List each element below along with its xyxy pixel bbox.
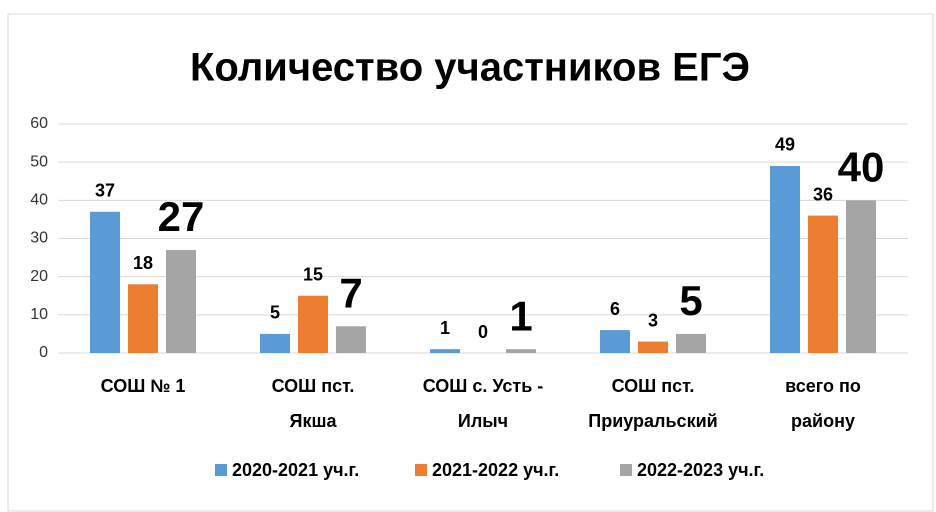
x-tick-label: СОШ пст. — [272, 376, 355, 396]
y-tick-label: 20 — [30, 268, 48, 285]
y-tick-label: 40 — [30, 192, 48, 209]
y-tick-label: 0 — [39, 344, 48, 361]
y-tick-label: 60 — [30, 115, 48, 132]
data-label: 5 — [270, 303, 280, 323]
x-tick-label: Приуральский — [588, 411, 717, 431]
x-tick-label: Якша — [290, 411, 338, 431]
data-label: 3 — [648, 310, 658, 330]
data-label: 40 — [838, 143, 885, 190]
data-label: 15 — [303, 265, 323, 285]
bar — [506, 349, 536, 353]
legend-label: 2022-2023 уч.г. — [637, 460, 764, 480]
data-label: 5 — [679, 277, 702, 324]
bar — [90, 211, 120, 353]
legend-swatch — [620, 464, 632, 476]
x-tick-label: Илыч — [458, 411, 508, 431]
data-label: 36 — [813, 184, 833, 204]
bar — [676, 333, 706, 353]
data-label: 7 — [339, 269, 362, 316]
legend-swatch — [415, 464, 427, 476]
x-tick-label: СОШ с. Усть - — [423, 376, 544, 396]
bar — [770, 165, 800, 353]
bar — [128, 284, 158, 353]
bar — [430, 349, 460, 353]
data-label: 18 — [133, 253, 153, 273]
data-label: 27 — [158, 193, 205, 240]
data-label: 1 — [440, 318, 450, 338]
y-tick-label: 10 — [30, 306, 48, 323]
legend-label: 2020-2021 уч.г. — [232, 460, 359, 480]
data-label: 0 — [478, 322, 488, 342]
y-tick-label: 50 — [30, 153, 48, 170]
bar — [638, 341, 668, 353]
bar — [336, 326, 366, 353]
bar — [808, 215, 838, 353]
legend-label: 2021-2022 уч.г. — [432, 460, 559, 480]
x-tick-label: району — [791, 411, 855, 431]
data-label: 37 — [95, 181, 115, 201]
bar — [298, 295, 328, 353]
x-tick-label: СОШ пст. — [612, 376, 695, 396]
bar — [260, 333, 290, 353]
bar — [846, 200, 876, 353]
legend-swatch — [215, 464, 227, 476]
bar — [166, 249, 196, 353]
x-tick-label: СОШ № 1 — [101, 376, 186, 396]
bar — [600, 330, 630, 353]
data-label: 1 — [509, 292, 532, 339]
x-tick-label: всего по — [785, 376, 861, 396]
data-label: 49 — [775, 135, 795, 155]
y-tick-label: 30 — [30, 230, 48, 247]
data-label: 6 — [610, 299, 620, 319]
chart-title: Количество участников ЕГЭ — [190, 46, 750, 90]
